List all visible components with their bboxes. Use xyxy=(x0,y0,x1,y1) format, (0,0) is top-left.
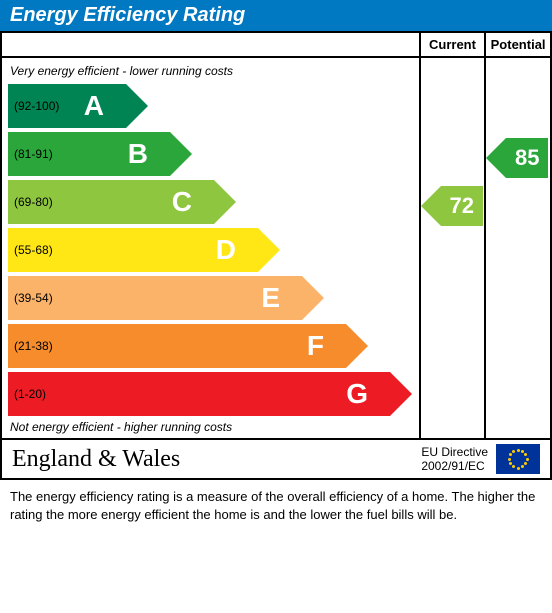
chart-cell: Very energy efficient - lower running co… xyxy=(1,57,420,439)
body-row: Very energy efficient - lower running co… xyxy=(1,57,551,439)
band-bar-g: (1-20) G xyxy=(8,372,390,416)
band-row-a: (92-100) A xyxy=(8,84,419,128)
band-range: (81-91) xyxy=(8,147,53,161)
band-row-f: (21-38) F xyxy=(8,324,419,368)
top-note: Very energy efficient - lower running co… xyxy=(8,64,419,78)
current-header: Current xyxy=(420,32,485,57)
chart-header xyxy=(1,32,420,57)
region-label: England & Wales xyxy=(12,446,180,473)
band-letter: G xyxy=(346,378,368,410)
epc-container: Energy Efficiency Rating Current Potenti… xyxy=(0,0,552,527)
band-row-d: (55-68) D xyxy=(8,228,419,272)
potential-header: Potential xyxy=(485,32,551,57)
band-row-c: (69-80) C xyxy=(8,180,419,224)
current-cell: 72 xyxy=(420,57,485,439)
bottom-note: Not energy efficient - higher running co… xyxy=(8,420,419,434)
band-range: (39-54) xyxy=(8,291,53,305)
band-row-e: (39-54) E xyxy=(8,276,419,320)
header-row: Current Potential xyxy=(1,32,551,57)
band-bar-b: (81-91) B xyxy=(8,132,170,176)
band-bar-c: (69-80) C xyxy=(8,180,214,224)
band-letter: A xyxy=(84,90,104,122)
current-arrow: 72 xyxy=(441,186,483,226)
band-letter: E xyxy=(261,282,280,314)
potential-arrow: 85 xyxy=(506,138,548,178)
band-range: (55-68) xyxy=(8,243,53,257)
band-row-b: (81-91) B xyxy=(8,132,419,176)
band-bar-f: (21-38) F xyxy=(8,324,346,368)
main-table: Current Potential Very energy efficient … xyxy=(0,31,552,480)
band-bar-d: (55-68) D xyxy=(8,228,258,272)
band-bar-e: (39-54) E xyxy=(8,276,302,320)
directive-line2: 2002/91/EC xyxy=(421,459,488,473)
band-row-g: (1-20) G xyxy=(8,372,419,416)
title-bar: Energy Efficiency Rating xyxy=(0,0,552,31)
band-letter: C xyxy=(172,186,192,218)
band-range: (92-100) xyxy=(8,99,59,113)
eu-flag-icon xyxy=(496,444,540,474)
band-letter: F xyxy=(307,330,324,362)
bars-region: (92-100) A (81-91) B (69-80) C (55-68) D (39-54)… xyxy=(8,84,419,416)
band-bar-a: (92-100) A xyxy=(8,84,126,128)
directive-line1: EU Directive xyxy=(421,445,488,459)
band-letter: D xyxy=(216,234,236,266)
directive-text: EU Directive 2002/91/EC xyxy=(421,445,488,474)
band-range: (21-38) xyxy=(8,339,53,353)
potential-arrow-value: 85 xyxy=(506,138,548,178)
footer-row: England & Wales EU Directive 2002/91/EC xyxy=(1,439,551,479)
band-letter: B xyxy=(128,138,148,170)
description-text: The energy efficiency rating is a measur… xyxy=(0,480,552,527)
band-range: (1-20) xyxy=(8,387,46,401)
potential-cell: 85 xyxy=(485,57,551,439)
current-arrow-value: 72 xyxy=(441,186,483,226)
band-range: (69-80) xyxy=(8,195,53,209)
